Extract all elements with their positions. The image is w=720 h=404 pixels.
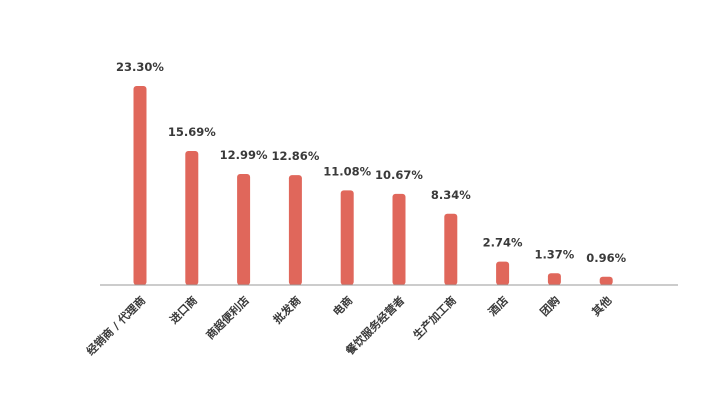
bar-4	[288, 175, 302, 285]
value-label-2: 15.69%	[168, 125, 216, 139]
value-label-6: 10.67%	[375, 168, 423, 182]
category-label-5: 电商	[330, 293, 355, 318]
category-label-4: 批发商	[270, 293, 303, 326]
category-label-7: 生产加工商	[410, 293, 459, 342]
value-label-9: 1.37%	[534, 247, 574, 261]
bar-1	[133, 86, 147, 285]
bar-7	[444, 213, 458, 285]
value-label-8: 2.74%	[483, 236, 523, 250]
bars-group	[133, 86, 613, 285]
bar-6	[392, 193, 406, 285]
value-label-10: 0.96%	[586, 251, 626, 265]
value-label-1: 23.30%	[116, 60, 164, 74]
category-label-9: 团购	[537, 293, 562, 318]
category-label-1: 经销商 / 代理商	[83, 293, 148, 358]
bar-10	[599, 276, 613, 285]
bar-8	[496, 261, 510, 285]
category-label-10: 其他	[589, 293, 614, 318]
bar-5	[340, 190, 354, 285]
value-label-4: 12.86%	[271, 149, 319, 163]
bar-3	[237, 174, 251, 285]
category-label-8: 酒店	[485, 293, 510, 318]
value-label-3: 12.99%	[220, 148, 268, 162]
category-label-2: 进口商	[167, 293, 200, 326]
category-label-3: 商超便利店	[203, 293, 252, 342]
bar-9	[547, 273, 561, 285]
value-label-5: 11.08%	[323, 164, 371, 178]
value-labels-group: 23.30% 15.69% 12.99% 12.86% 11.08% 10.67% 8.34…	[116, 60, 627, 265]
value-label-7: 8.34%	[431, 188, 471, 202]
bar-2	[185, 150, 199, 285]
